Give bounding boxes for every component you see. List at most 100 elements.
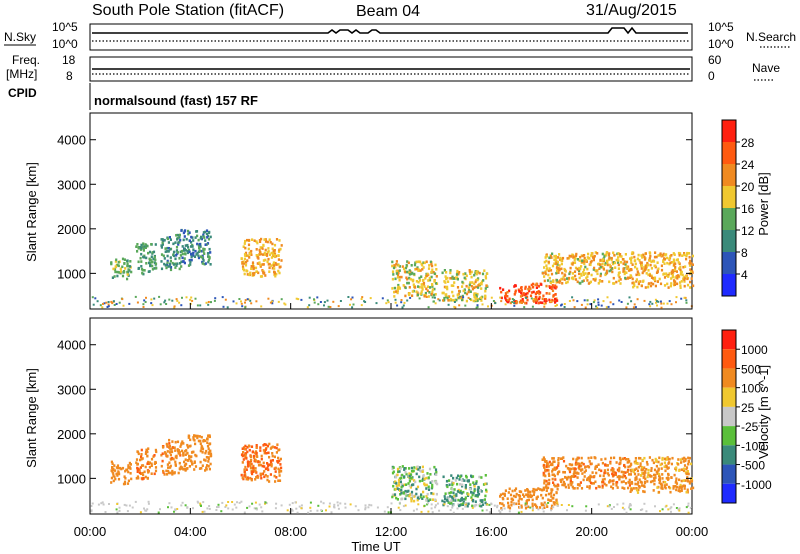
echo-cell [605, 251, 608, 255]
ground-scatter-cell [400, 301, 403, 304]
echo-cell [509, 301, 512, 305]
echo-cell [521, 298, 524, 301]
echo-cell [569, 266, 572, 270]
echo-cell [525, 500, 528, 503]
echo-cell [574, 278, 578, 281]
echo-cell [553, 286, 556, 289]
echo-cell [141, 457, 144, 460]
ground-scatter-cell [231, 508, 234, 511]
echo-cell [173, 471, 176, 475]
echo-cell [535, 301, 538, 305]
echo-cell [617, 263, 620, 267]
echo-cell [148, 257, 151, 261]
echo-cell [538, 292, 541, 296]
echo-cell [679, 286, 682, 289]
echo-cell [394, 265, 397, 269]
ground-scatter-cell [683, 296, 686, 299]
echo-cell [558, 281, 561, 284]
echo-cell [580, 265, 583, 268]
echo-cell [164, 247, 167, 250]
echo-cell [267, 247, 270, 250]
echo-cell [565, 277, 569, 280]
echo-cell [532, 290, 535, 294]
echo-cell [408, 472, 411, 475]
echo-cell [517, 288, 520, 292]
echo-cell [401, 465, 404, 468]
echo-cell [678, 469, 681, 472]
ground-scatter-cell [399, 501, 401, 504]
ground-scatter-cell [327, 305, 330, 308]
echo-cell [473, 273, 476, 277]
echo-cell [684, 265, 687, 268]
ground-scatter-cell [118, 509, 121, 512]
echo-cell [682, 467, 686, 471]
echo-cell [675, 480, 678, 483]
echo-cell [460, 492, 463, 495]
echo-cell [207, 456, 210, 459]
echo-cell [407, 281, 410, 285]
ground-scatter-cell [633, 303, 636, 306]
echo-cell [479, 489, 482, 492]
ground-scatter-cell [412, 509, 415, 512]
echo-cell [578, 272, 581, 276]
echo-cell [480, 287, 483, 290]
echo-cell [617, 279, 620, 283]
echo-cell [542, 294, 545, 298]
ground-scatter-cell [437, 298, 440, 301]
echo-cell [458, 289, 461, 293]
echo-cell [481, 500, 484, 503]
echo-cell [542, 488, 545, 491]
ground-scatter-cell [434, 506, 437, 509]
echo-cell [611, 270, 614, 274]
echo-cell [142, 249, 145, 252]
ground-scatter-cell [320, 500, 323, 503]
echo-cell [652, 277, 655, 280]
echo-cell [542, 471, 545, 475]
echo-cell [166, 455, 169, 458]
echo-cell [422, 266, 425, 269]
echo-cell [462, 501, 465, 504]
echo-cell [668, 257, 671, 260]
echo-cell [167, 241, 170, 244]
echo-cell [261, 464, 264, 468]
echo-cell [578, 269, 581, 272]
echo-cell [465, 284, 468, 288]
echo-cell [446, 276, 449, 280]
echo-cell [147, 447, 150, 450]
echo-cell [190, 255, 193, 259]
echo-cell [654, 457, 657, 461]
ground-scatter-cell [383, 510, 386, 513]
echo-cell [661, 458, 664, 461]
echo-cell [398, 278, 401, 282]
ground-scatter-cell [649, 305, 652, 308]
echo-cell [637, 282, 640, 286]
echo-cell [534, 488, 537, 492]
echo-cell [434, 498, 437, 502]
echo-cell [277, 263, 280, 266]
echo-cell [177, 241, 180, 244]
echo-cell [686, 476, 689, 479]
echo-cell [456, 271, 459, 275]
ground-scatter-cell [488, 511, 491, 514]
echo-cell [153, 267, 156, 270]
echo-cell [146, 244, 149, 248]
echo-cell [186, 459, 189, 462]
echo-cell [681, 485, 684, 488]
echo-cell [529, 493, 532, 497]
echo-cell [552, 493, 556, 497]
echo-cell [244, 263, 248, 267]
echo-cell [444, 281, 447, 284]
echo-cell [403, 475, 406, 478]
echo-cell [458, 504, 461, 508]
echo-cell [129, 472, 132, 475]
echo-cell [545, 299, 548, 302]
echo-cell [163, 238, 166, 242]
echo-cell [427, 499, 430, 503]
echo-cell [410, 497, 413, 500]
echo-cell [192, 251, 195, 255]
echo-cell [146, 462, 149, 465]
ground-scatter-cell [609, 301, 612, 304]
echo-cell [553, 299, 556, 303]
echo-cell [550, 507, 553, 510]
echo-cell [569, 467, 573, 471]
